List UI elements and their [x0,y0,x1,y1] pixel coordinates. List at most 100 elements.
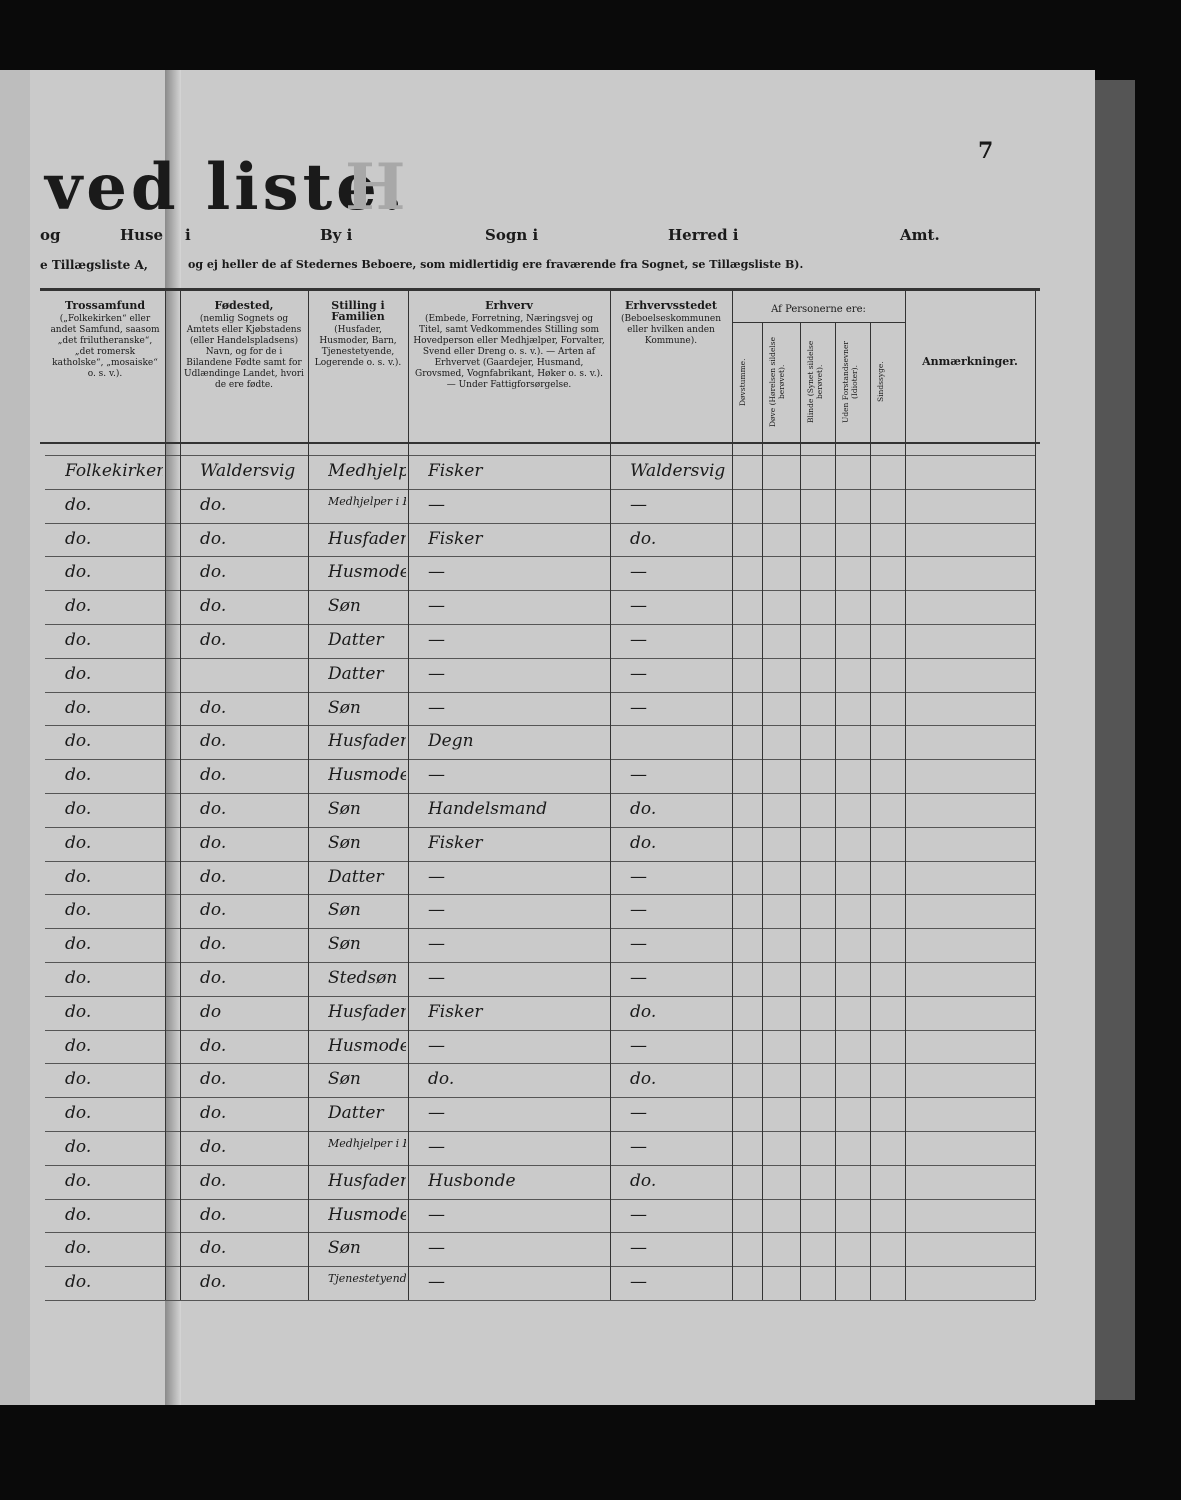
handwritten-entry: do. [65,1238,92,1259]
handwritten-entry: — [630,494,647,515]
handwritten-entry: Søn [328,832,361,853]
handwritten-entry: — [630,866,647,887]
subcolumn-header: Døve (Hørelsen sildelse berøvet). [768,336,786,428]
row-line [45,1097,1035,1099]
page [30,70,1095,1405]
handwritten-entry: Fisker [428,1001,483,1022]
column-line [835,322,836,1300]
handwritten-entry: do. [65,1035,92,1056]
handwritten-entry: — [630,663,647,684]
handwritten-entry: Husmoder [328,1035,406,1056]
handwritten-entry: Degn [428,731,474,752]
handwritten-entry: do. [65,596,92,617]
handwritten-entry: — [630,562,647,583]
handwritten-entry: do. [200,630,227,650]
row-line [45,725,1035,727]
row-line [45,522,1035,524]
handwritten-entry: — [428,596,445,617]
rule [40,442,1040,444]
column-line [308,288,309,1300]
handwritten-entry: — [428,663,445,684]
handwritten-entry: do. [200,1069,227,1090]
binding [1095,80,1135,1400]
handwritten-entry: Husmoder [328,765,406,786]
handwritten-entry: Waldersvig [200,461,296,481]
column-title: Fødested, [214,299,274,312]
header-field: Herred i [668,226,739,244]
handwritten-entry: — [428,765,445,786]
handwritten-entry: — [428,1238,445,1259]
handwritten-entry: — [630,968,647,988]
handwritten-entry: do. [65,697,92,718]
handwritten-entry: — [630,630,647,650]
column-header: Erhvervsstedet (Beboelseskommunen eller h… [614,300,728,347]
handwritten-entry: Husmoder [328,562,406,583]
subcolumn-header: Sindssyge. [876,361,885,403]
title-fragment: H [345,150,406,225]
row-line [45,962,1035,963]
column-title: Erhverv [485,299,533,312]
row-line [45,657,1035,659]
handwritten-entry: do. [65,663,92,684]
handwritten-entry: Søn [328,934,361,955]
handwritten-entry: do. [200,968,227,988]
header-field: Amt. [900,226,940,244]
handwritten-entry: Husfader [328,1001,406,1022]
column-line [732,288,733,1300]
handwritten-entry: do. [65,1272,92,1293]
handwritten-entry: do. [65,832,92,853]
handwritten-entry: do. [200,731,227,752]
handwritten-entry: — [630,900,647,921]
row-line [45,1266,1035,1268]
handwritten-entry: do. [630,799,657,819]
handwritten-entry: — [428,630,445,650]
row-line [45,793,1035,794]
row-line [45,1300,1035,1301]
handwritten-entry: do. [200,494,227,515]
row-line [45,1232,1035,1234]
handwritten-entry: do. [65,1137,92,1157]
handwritten-entry: do. [200,562,227,583]
handwritten-entry: do. [630,1001,657,1022]
column-line [180,288,181,1300]
handwritten-entry: Handelsmand [428,799,548,819]
note-left: e Tillægsliste A, [40,258,148,272]
handwritten-entry: do. [65,562,92,583]
column-header: Stilling i Familien (Husfader, Husmoder, … [312,300,404,369]
handwritten-entry: — [428,1103,445,1124]
handwritten-entry: do [200,1001,222,1022]
handwritten-entry: do. [200,1035,227,1056]
handwritten-entry: do. [200,1170,227,1191]
row-line [45,860,1035,862]
row-line [45,1063,1035,1065]
handwritten-entry: Stedsøn [328,968,398,988]
row-line [45,488,1035,490]
handwritten-entry: do. [65,866,92,887]
row-line [45,624,1035,625]
handwritten-entry: do. [65,630,92,650]
handwritten-entry: — [630,697,647,718]
column-description: (Beboelseskommunen eller hvilken anden K… [620,314,722,346]
column-line [610,288,611,1300]
handwritten-entry: do. [200,697,227,718]
row-line [45,995,1035,997]
handwritten-entry: — [630,1204,647,1225]
header-field: By i [320,226,353,244]
handwritten-entry: Datter [328,1103,384,1124]
column-line [762,322,763,1300]
group-title: Af Personerne ere: [771,304,866,315]
header-field: og [40,226,61,244]
handwritten-entry: — [630,765,647,786]
handwritten-entry: do. [200,900,227,921]
handwritten-entry: do. [200,799,227,819]
handwritten-entry: — [428,697,445,718]
row-line [45,894,1035,896]
column-title: Trossamfund [64,299,146,312]
handwritten-entry: do. [200,934,227,955]
handwritten-entry: Datter [328,866,384,887]
handwritten-entry: — [428,1272,445,1293]
row-line [45,590,1035,592]
column-header: Erhverv (Embede, Forretning, Næringsvej o… [412,300,606,391]
handwritten-entry: Husmoder [328,1204,406,1225]
handwritten-entry: do. [200,866,227,887]
